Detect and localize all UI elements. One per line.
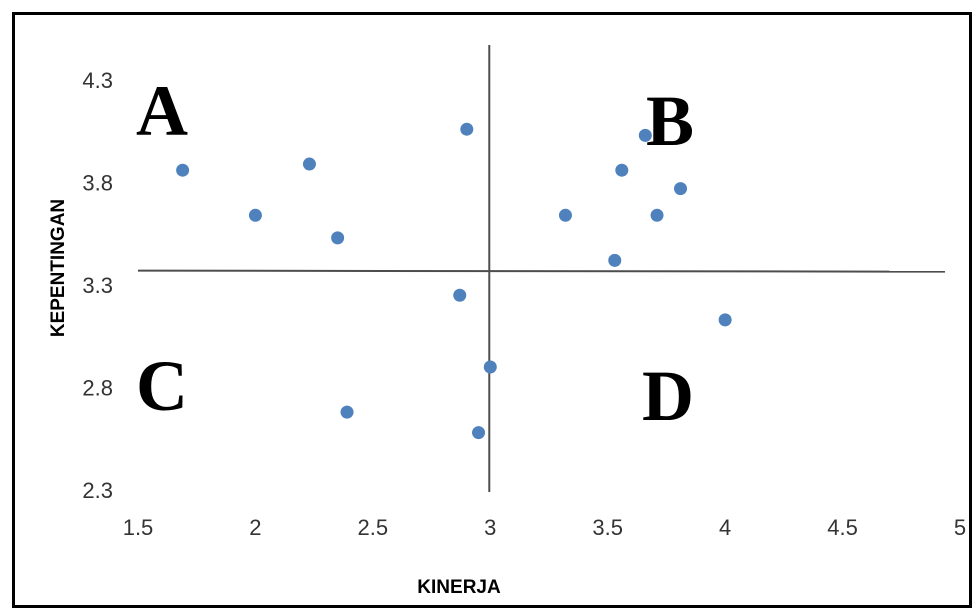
x-tick-label: 4 [719,515,731,540]
data-point [483,360,497,374]
data-point [615,163,629,177]
quadrant-label-b: B [646,81,694,161]
chart-frame [12,12,972,608]
data-point [248,208,262,222]
data-point [638,128,652,142]
data-point [650,208,664,222]
data-point [558,208,572,222]
quadrant-label-c: C [136,346,188,426]
y-tick-label: 2.3 [82,478,113,503]
x-axis-label: KINERJA [417,577,501,598]
x-tick-label: 2.5 [358,515,389,540]
y-tick-label: 3.3 [82,273,113,298]
quadrant-label-a: A [136,71,188,151]
data-point [472,426,486,440]
x-tick-label: 2 [249,515,261,540]
y-tick-label: 3.8 [82,171,113,196]
x-tick-label: 1.5 [123,515,154,540]
data-point [176,163,190,177]
data-point [453,288,467,302]
data-point [674,182,688,196]
data-point [340,405,354,419]
data-point [302,157,316,171]
data-point [460,122,474,136]
data-point [608,253,622,267]
y-tick-label: 4.3 [82,68,113,93]
x-tick-label: 3.5 [592,515,623,540]
data-point [718,313,732,327]
x-tick-label: 3 [484,515,496,540]
y-axis-label: KEPENTINGAN [48,199,69,337]
x-tick-label: 4.5 [827,515,858,540]
data-point [331,231,345,245]
x-tick-label: 5 [954,515,966,540]
quadrant-label-d: D [642,356,694,436]
y-tick-label: 2.8 [82,376,113,401]
horizontal-reference-line [137,269,946,273]
